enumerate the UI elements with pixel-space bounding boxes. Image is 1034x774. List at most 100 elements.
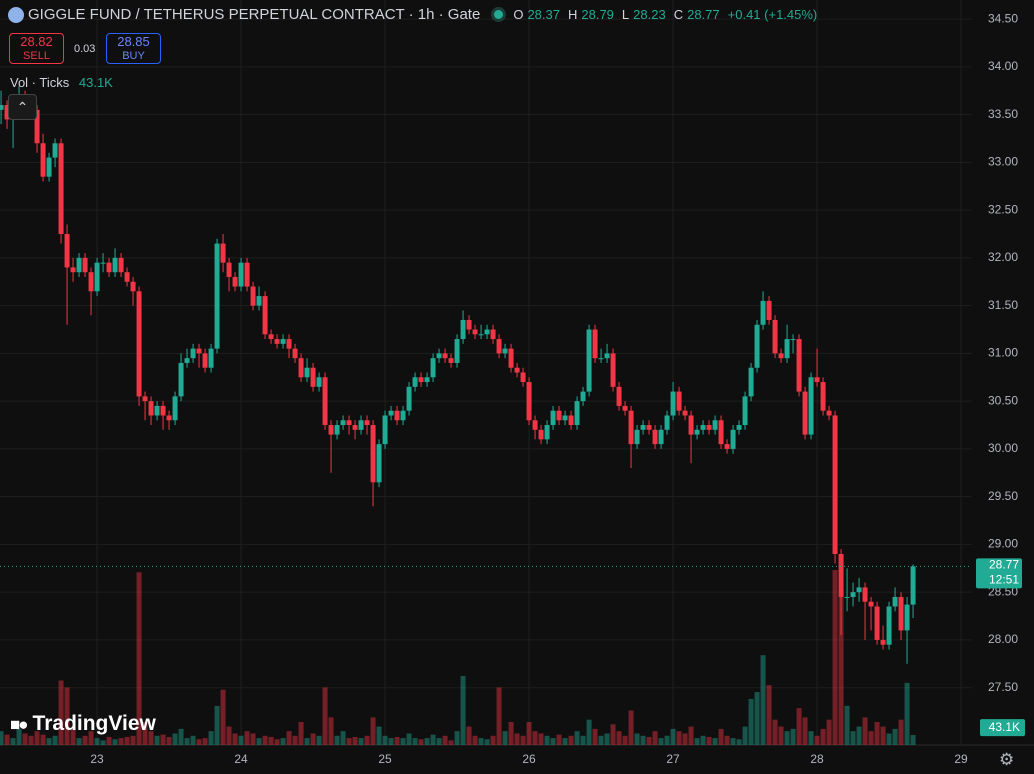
candle-body (424, 377, 430, 383)
volume-bar (334, 735, 340, 745)
candle-body (568, 415, 574, 426)
candle-body (898, 596, 904, 631)
volume-bar (64, 687, 70, 745)
candle-body (700, 425, 706, 430)
volume-bar (820, 728, 826, 745)
candle-body (772, 319, 778, 354)
volume-bar (220, 689, 226, 745)
candle-body (562, 415, 568, 421)
y-tick-label: 28.00 (988, 632, 1018, 646)
volume-legend: Vol · Ticks 43.1K (10, 75, 113, 90)
volume-bar (436, 738, 442, 745)
volume-bar (850, 731, 856, 745)
collapse-button[interactable]: ⌃ (8, 94, 37, 120)
volume-bar (460, 675, 466, 745)
volume-bar (880, 726, 886, 745)
candle-body (676, 391, 682, 411)
candle-body (406, 386, 412, 411)
volume-bar (610, 724, 616, 745)
volume-bar (514, 733, 520, 745)
brand-text: TradingView (32, 712, 156, 735)
candle-body (634, 429, 640, 445)
candle-body (196, 348, 202, 354)
volume-bar (874, 721, 880, 745)
candle-body (880, 639, 886, 645)
change: +0.41 (+1.45%) (727, 7, 818, 22)
volume-bar (10, 738, 16, 745)
candle-body (346, 420, 352, 426)
candle-body (256, 296, 262, 306)
candle-body (682, 410, 688, 416)
volume-bar (424, 738, 430, 745)
volume-bar (94, 738, 100, 745)
volume-bar (826, 719, 832, 745)
x-tick-label: 26 (522, 752, 536, 766)
candle-body (784, 339, 790, 359)
candle-body (706, 425, 712, 430)
volume-bar (238, 735, 244, 745)
countdown-text: 12:51 (989, 573, 1019, 587)
candle-body (808, 377, 814, 435)
candle-body (286, 339, 292, 349)
candle-body (34, 109, 40, 144)
volume-bar (568, 735, 574, 745)
candle-body (904, 604, 910, 631)
ohlc-label: C (673, 7, 684, 22)
candle-body (76, 257, 82, 273)
candle-body (688, 415, 694, 435)
settings-button[interactable]: ⚙ (999, 750, 1015, 769)
volume-bar (160, 734, 166, 745)
volume-bar (670, 728, 676, 745)
candle-body (316, 377, 322, 387)
volume-bar (748, 698, 754, 745)
volume-bar (106, 736, 112, 745)
ohlc-value: 28.37 (527, 7, 560, 22)
x-tick-label: 23 (90, 752, 104, 766)
volume-bar (358, 738, 364, 745)
logo (8, 6, 24, 23)
volume-bar (634, 733, 640, 745)
volume-bar (118, 738, 124, 745)
candle-body (4, 105, 10, 120)
buy-price: 28.85 (117, 34, 150, 49)
candle-body (910, 566, 916, 605)
volume-bar (808, 731, 814, 745)
candle-body (418, 377, 424, 383)
volume-bar (46, 738, 52, 745)
volume-bar (760, 655, 766, 745)
plot-background (0, 0, 972, 745)
candle-body (268, 334, 274, 340)
volume-bar (232, 733, 238, 745)
buy-label: BUY (122, 50, 145, 62)
volume-bar (802, 717, 808, 745)
x-tick-label: 25 (378, 752, 392, 766)
volume-bar (148, 731, 154, 745)
volume-bar (352, 736, 358, 745)
volume-bar (736, 739, 742, 745)
candle-body (844, 596, 850, 598)
volume-bar (52, 735, 58, 745)
volume-bar (766, 685, 772, 745)
buy-button[interactable]: 28.85 BUY (106, 33, 161, 64)
candle-body (526, 382, 532, 421)
volume-bar (400, 738, 406, 745)
candle-body (622, 405, 628, 411)
candle-body (814, 377, 820, 383)
volume-bar (508, 721, 514, 745)
candle-body (262, 296, 268, 335)
candle-body (508, 348, 514, 368)
x-tick-label: 27 (666, 752, 680, 766)
volume-bar (712, 738, 718, 745)
candle-body (868, 601, 874, 607)
volume-bar (706, 736, 712, 745)
candle-body (280, 339, 286, 344)
price-badge-text: 28.77 (989, 558, 1019, 572)
volume-bar (694, 738, 700, 745)
candle-body (358, 420, 364, 430)
candle-body (82, 257, 88, 273)
sell-button[interactable]: 28.82 SELL (9, 33, 64, 64)
y-tick-label: 34.00 (988, 59, 1018, 73)
candle-body (226, 262, 232, 277)
